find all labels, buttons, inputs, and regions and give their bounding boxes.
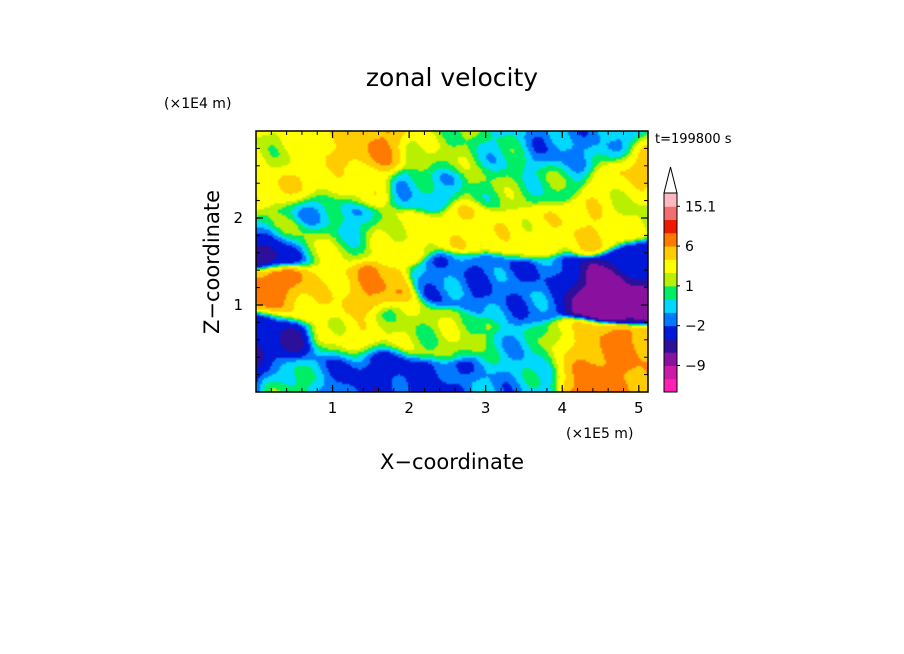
colorbar-cell (664, 193, 677, 207)
x-axis-label: X−coordinate (380, 450, 524, 474)
y-tick-label: 1 (233, 296, 243, 314)
colorbar-cell (664, 365, 677, 380)
contour-field (256, 131, 648, 392)
colorbar-label: 15.1 (685, 199, 716, 215)
colorbar-cell (664, 206, 677, 221)
colorbar-cell (664, 285, 677, 300)
colorbar-label: −2 (685, 319, 706, 335)
colorbar-label: 6 (685, 239, 694, 255)
colorbar-cell (664, 232, 677, 247)
colorbar-extension (663, 166, 678, 194)
x-tick-label: 5 (634, 399, 644, 417)
chart-title: zonal velocity (366, 63, 538, 92)
plot-frame (255, 130, 649, 393)
y-axis-ticks: 12 (233, 147, 648, 376)
x-tick-label: 3 (481, 399, 491, 417)
colorbar-label: 1 (685, 279, 694, 295)
x-unit-label: (×1E5 m) (566, 426, 633, 442)
x-tick-label: 1 (328, 399, 338, 417)
time-label: t=199800 s (655, 132, 732, 147)
colorbar-cell (664, 299, 677, 313)
colorbar-cell (664, 246, 677, 260)
x-tick-label: 4 (557, 399, 567, 417)
colorbar-cell (664, 272, 677, 287)
y-tick-label: 2 (233, 209, 243, 227)
colorbar-cell (664, 338, 677, 353)
x-tick-label: 2 (404, 399, 414, 417)
colorbar-cell (664, 378, 677, 393)
y-unit-label: (×1E4 m) (164, 96, 231, 112)
x-axis-ticks: 1 2 3 4 5 (270, 131, 644, 417)
colorbar-frame (663, 192, 678, 393)
colorbar: 15.1 6 1 −2 −9 (663, 166, 716, 393)
colorbar-cell (664, 259, 677, 274)
colorbar-cell (664, 352, 677, 366)
contour-field-image (256, 131, 648, 392)
colorbar-cell (664, 312, 677, 327)
colorbar-cell (664, 219, 677, 234)
colorbar-label: −9 (685, 358, 706, 374)
y-axis-label: Z−coordinate (200, 190, 224, 334)
colorbar-cell (664, 325, 677, 340)
